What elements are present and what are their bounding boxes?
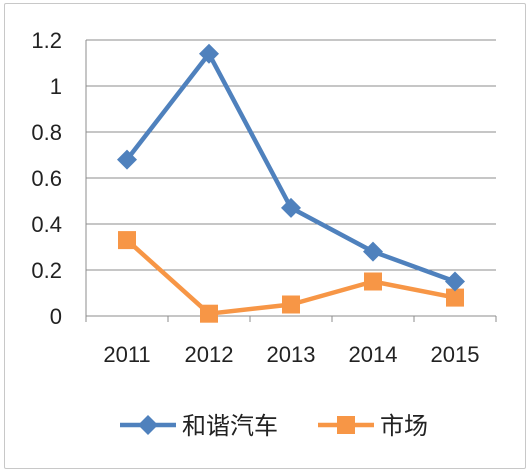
y-tick-label: 0.2 — [31, 258, 62, 283]
y-tick-label: 0.6 — [31, 166, 62, 191]
chart-frame — [4, 3, 526, 469]
legend-item: 市场 — [318, 412, 428, 440]
y-tick-labels: 0 0.2 0.4 0.6 0.8 1 1.2 — [31, 28, 62, 329]
axes — [85, 40, 497, 322]
series-layer — [117, 43, 465, 323]
series-market — [118, 231, 464, 323]
gridlines — [86, 39, 496, 271]
x-tick-label: 2013 — [267, 342, 316, 367]
series-line — [125, 51, 456, 284]
y-tick-label: 0.8 — [31, 120, 62, 145]
x-tick-label: 2012 — [185, 342, 234, 367]
diamond-marker — [117, 149, 137, 170]
diamond-marker — [363, 241, 383, 262]
legend-label: 和谐汽车 — [182, 412, 278, 440]
legend-marker — [337, 416, 355, 434]
legend-label: 市场 — [380, 412, 428, 440]
x-tick-labels: 2011 2012 2013 2014 2015 — [103, 342, 479, 367]
square-marker — [364, 272, 382, 291]
x-tick-label: 2011 — [103, 342, 150, 367]
legend: 和谐汽车 市场 — [120, 412, 428, 440]
legend-marker — [138, 415, 158, 435]
y-tick-label: 1.2 — [31, 28, 62, 53]
y-tick-label: 0.4 — [31, 212, 62, 237]
series-hexie-auto — [117, 43, 465, 292]
square-marker — [282, 295, 300, 314]
diamond-marker — [199, 43, 219, 64]
legend-item: 和谐汽车 — [120, 412, 278, 440]
y-tick-label: 0 — [50, 304, 62, 329]
square-marker — [446, 288, 464, 307]
x-tick-label: 2014 — [349, 342, 398, 367]
diamond-marker — [445, 271, 465, 292]
diamond-marker — [281, 197, 301, 218]
y-tick-label: 1 — [50, 74, 62, 99]
square-marker — [118, 231, 136, 250]
square-marker — [200, 304, 218, 323]
x-tick-label: 2015 — [431, 342, 480, 367]
